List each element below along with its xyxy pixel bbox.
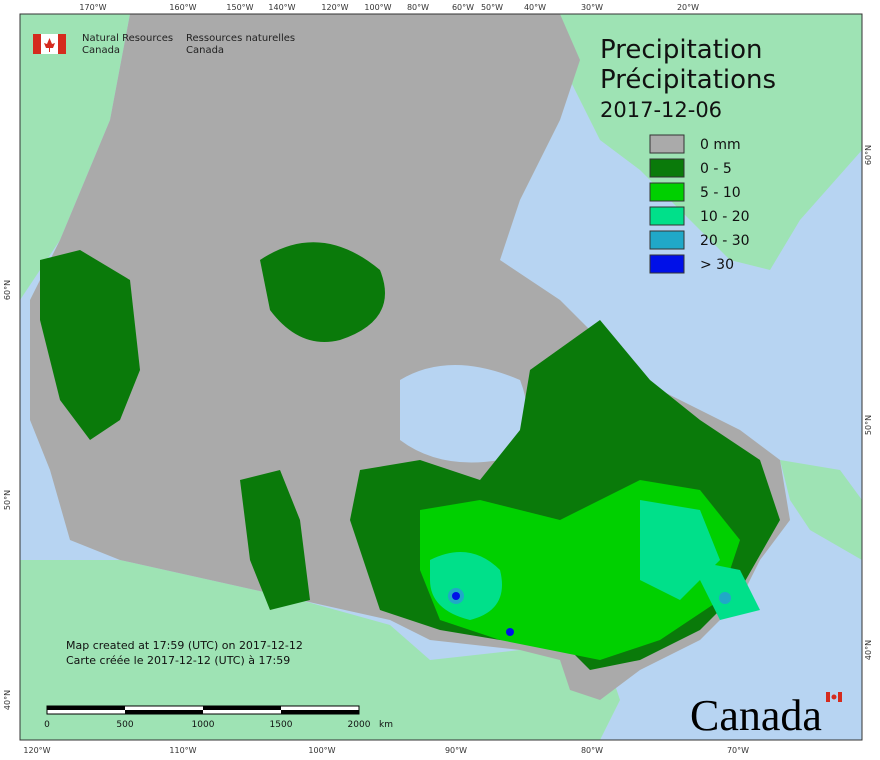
- scale-label: 2000: [348, 720, 371, 730]
- greenland: [560, 14, 862, 270]
- graticule-label: 50°W: [481, 3, 503, 12]
- note-fr: Carte créée le 2017-12-12 (UTC) à 17:59: [66, 654, 290, 667]
- wordmark-flag: [826, 692, 842, 702]
- graticule-label: 60°W: [452, 3, 474, 12]
- precip-30: [452, 592, 460, 600]
- precip-bc: [40, 250, 140, 440]
- note-en: Map created at 17:59 (UTC) on 2017-12-12: [66, 639, 303, 652]
- graticule-label: 20°W: [677, 3, 699, 12]
- usa: [20, 560, 620, 740]
- agency-en: Natural Resources Canada: [82, 33, 173, 56]
- graticule-label: 70°W: [727, 746, 749, 755]
- graticule-label: 150°W: [226, 3, 253, 12]
- legend-swatch: [649, 254, 685, 274]
- graticule-label: 90°W: [445, 746, 467, 755]
- legend-swatch: [649, 134, 685, 154]
- graticule-label: 100°W: [364, 3, 391, 12]
- legend-label: 10 - 20: [700, 209, 750, 225]
- alaska: [20, 14, 130, 300]
- graticule-label: 40°N: [864, 640, 873, 660]
- graticule-label: 170°W: [79, 3, 106, 12]
- graticule-label: 50°N: [864, 415, 873, 435]
- flag-band: [826, 692, 830, 702]
- flag-band: [58, 34, 66, 54]
- agency-fr: Ressources naturelles Canada: [186, 33, 295, 56]
- graticule-label: 120°W: [23, 746, 50, 755]
- legend-label: 5 - 10: [700, 185, 741, 201]
- graticule-label: 140°W: [268, 3, 295, 12]
- map-border: [19, 13, 863, 741]
- flag-band: [838, 692, 842, 702]
- scale-unit: km: [379, 720, 393, 730]
- legend-label: > 30: [700, 257, 734, 273]
- graticule-label: 80°W: [581, 746, 603, 755]
- graticule-label: 80°W: [407, 3, 429, 12]
- title-fr: Précipitations: [600, 65, 776, 95]
- legend-swatch: [649, 158, 685, 178]
- flag-band: [33, 34, 41, 54]
- graticule-label: 50°N: [3, 490, 12, 510]
- scale-label: 1000: [192, 720, 215, 730]
- legend-swatch: [649, 230, 685, 250]
- legend-label: 0 - 5: [700, 161, 732, 177]
- graticule-label: 40°W: [524, 3, 546, 12]
- precip-10-20: [430, 500, 760, 620]
- scale-segment: [281, 710, 359, 714]
- graticule-label: 60°N: [3, 280, 12, 300]
- scale-label: 500: [116, 720, 133, 730]
- legend-swatch: [649, 206, 685, 226]
- graticule-label: 100°W: [308, 746, 335, 755]
- scale-label: 0: [44, 720, 50, 730]
- precip-arctic: [260, 242, 385, 342]
- scale-segment: [47, 706, 125, 710]
- graticule-label: 160°W: [169, 3, 196, 12]
- logo: [33, 34, 66, 54]
- legend-label: 0 mm: [700, 137, 741, 153]
- precip-prairie: [240, 470, 310, 610]
- hudson-bay: [400, 365, 527, 463]
- map-area: [20, 14, 862, 740]
- newfoundland: [780, 460, 862, 560]
- title: Precipitation: [600, 35, 763, 65]
- graticule-label: 120°W: [321, 3, 348, 12]
- legend-label: 20 - 30: [700, 233, 750, 249]
- scale-segment: [125, 710, 203, 714]
- flag-leaf: [831, 694, 837, 700]
- graticule-label: 40°N: [3, 690, 12, 710]
- graticule-label: 110°W: [169, 746, 196, 755]
- legend-swatch: [649, 182, 685, 202]
- precip-30b: [506, 628, 514, 636]
- flag-leaf: [44, 38, 55, 52]
- graticule-label: 60°N: [864, 145, 873, 165]
- scale-label: 1500: [270, 720, 293, 730]
- date: 2017-12-06: [600, 98, 722, 122]
- wordmark: Canada: [690, 691, 822, 740]
- scale-segment: [203, 706, 281, 710]
- graticule-label: 30°W: [581, 3, 603, 12]
- precip-20-30b: [719, 592, 731, 604]
